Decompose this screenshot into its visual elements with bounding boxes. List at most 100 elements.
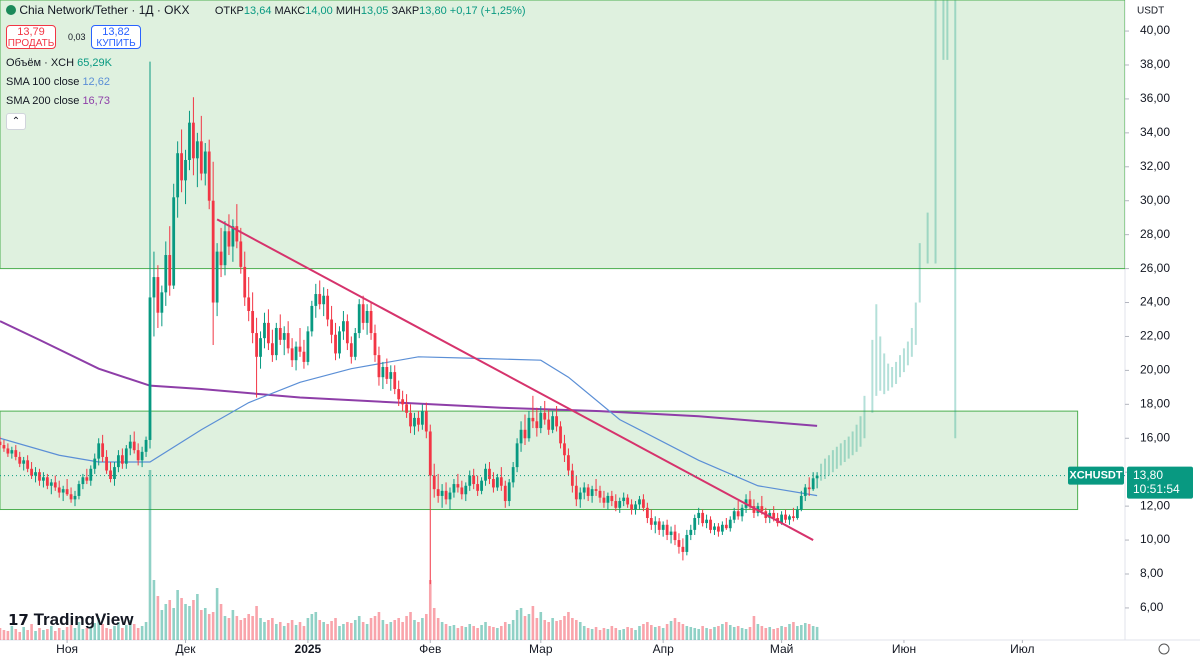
candle-body bbox=[168, 255, 172, 286]
sell-button[interactable]: 13,79 ПРОДАТЬ bbox=[6, 25, 56, 49]
candle-body bbox=[724, 524, 728, 529]
volume-bar bbox=[800, 625, 803, 640]
candle-body bbox=[586, 487, 590, 496]
candle-body bbox=[563, 443, 566, 456]
volume-bar bbox=[50, 626, 53, 640]
volume-bar bbox=[286, 623, 290, 640]
volume-bar bbox=[515, 610, 519, 640]
volume-bar bbox=[207, 614, 211, 640]
volume-bar bbox=[14, 629, 18, 640]
volume-bar bbox=[322, 622, 325, 640]
volume-bar bbox=[219, 604, 223, 640]
candle-body bbox=[38, 472, 41, 481]
candle-body bbox=[590, 489, 594, 496]
volume-bar bbox=[373, 616, 377, 640]
volume-bar bbox=[657, 626, 661, 640]
candle-body bbox=[369, 311, 373, 334]
volume-bar bbox=[306, 618, 310, 640]
volume-bar bbox=[792, 622, 795, 640]
high-value: 14,00 bbox=[305, 5, 333, 17]
candle-body bbox=[701, 512, 705, 524]
volume-bar bbox=[661, 628, 665, 640]
candle-body bbox=[361, 304, 365, 323]
volume-bar bbox=[381, 620, 385, 640]
spread: 0,03 bbox=[68, 32, 86, 42]
volume-bar bbox=[93, 623, 97, 640]
candle-body bbox=[555, 416, 558, 427]
buy-button[interactable]: 13,82 КУПИТЬ bbox=[91, 25, 141, 49]
volume-bar bbox=[626, 627, 629, 640]
collapse-button[interactable]: ⌃ bbox=[6, 113, 26, 130]
candle-body bbox=[531, 417, 535, 422]
volume-bar bbox=[590, 629, 594, 640]
candle-body bbox=[539, 412, 543, 429]
volume-bar bbox=[176, 590, 179, 640]
volume-bar bbox=[578, 622, 582, 640]
candle-body bbox=[30, 468, 33, 476]
volume-bar bbox=[547, 622, 550, 640]
volume-bar bbox=[38, 628, 41, 640]
candle-body bbox=[772, 512, 776, 519]
y-tick-label: 32,00 bbox=[1140, 159, 1170, 173]
volume-bar bbox=[764, 628, 768, 640]
volume-bar bbox=[259, 618, 262, 640]
volume-bar bbox=[780, 626, 783, 640]
y-tick-label: 38,00 bbox=[1140, 57, 1170, 71]
volume-bar bbox=[271, 618, 274, 640]
volume-bar bbox=[803, 623, 807, 640]
sma100-legend: SMA 100 close 12,62 bbox=[6, 76, 110, 88]
volume-bar bbox=[77, 622, 81, 640]
candle-body bbox=[53, 482, 57, 488]
volume-bar bbox=[172, 608, 175, 640]
candle-body bbox=[172, 197, 176, 286]
trendline bbox=[216, 218, 814, 541]
volume-bar bbox=[46, 629, 49, 640]
volume-bar bbox=[18, 632, 22, 640]
candle-body bbox=[93, 458, 97, 469]
candle-body bbox=[622, 497, 626, 502]
y-tick-label: 20,00 bbox=[1140, 363, 1170, 377]
settings-icon[interactable] bbox=[1158, 643, 1170, 655]
candle-body bbox=[105, 456, 108, 471]
volume-bar bbox=[740, 628, 744, 640]
volume-bar bbox=[713, 627, 716, 640]
volume-bar bbox=[697, 629, 700, 640]
volume-bar bbox=[30, 624, 33, 640]
volume-bar bbox=[717, 626, 720, 640]
volume-bar bbox=[160, 610, 164, 640]
x-tick-label: Июл bbox=[1010, 642, 1034, 656]
candle-body bbox=[476, 484, 480, 491]
change-value: +0,17 (+1,25%) bbox=[449, 5, 526, 17]
candle-body bbox=[282, 333, 286, 340]
volume-bar bbox=[614, 628, 618, 640]
candle-body bbox=[515, 443, 519, 468]
candle-body bbox=[480, 480, 483, 491]
volume-bar bbox=[196, 594, 199, 640]
volume-bar bbox=[0, 628, 2, 640]
candle-body bbox=[440, 490, 444, 496]
candle-body bbox=[681, 546, 685, 552]
volume-bar bbox=[22, 627, 25, 640]
candle-body bbox=[653, 521, 657, 525]
candle-body bbox=[638, 499, 641, 505]
volume-bar bbox=[267, 620, 270, 640]
volume-bar bbox=[278, 622, 282, 640]
x-tick-label: Мар bbox=[529, 642, 553, 656]
candle-body bbox=[124, 448, 128, 464]
candle-body bbox=[740, 507, 744, 517]
candle-body bbox=[6, 448, 10, 454]
sell-price: 13,79 bbox=[17, 26, 45, 38]
volume-bar bbox=[338, 626, 341, 640]
candle-body bbox=[811, 478, 815, 490]
candle-body bbox=[18, 456, 22, 464]
volume-bar bbox=[330, 621, 333, 640]
volume-bar bbox=[164, 604, 168, 640]
candle-body bbox=[713, 526, 716, 530]
candle-body bbox=[815, 475, 819, 479]
symbol-title: Chia Network/Tether · 1Д · OKX bbox=[19, 3, 190, 17]
volume-bar bbox=[361, 622, 365, 640]
candle-body bbox=[45, 477, 49, 486]
candle-body bbox=[559, 426, 562, 444]
candle-body bbox=[795, 509, 799, 519]
